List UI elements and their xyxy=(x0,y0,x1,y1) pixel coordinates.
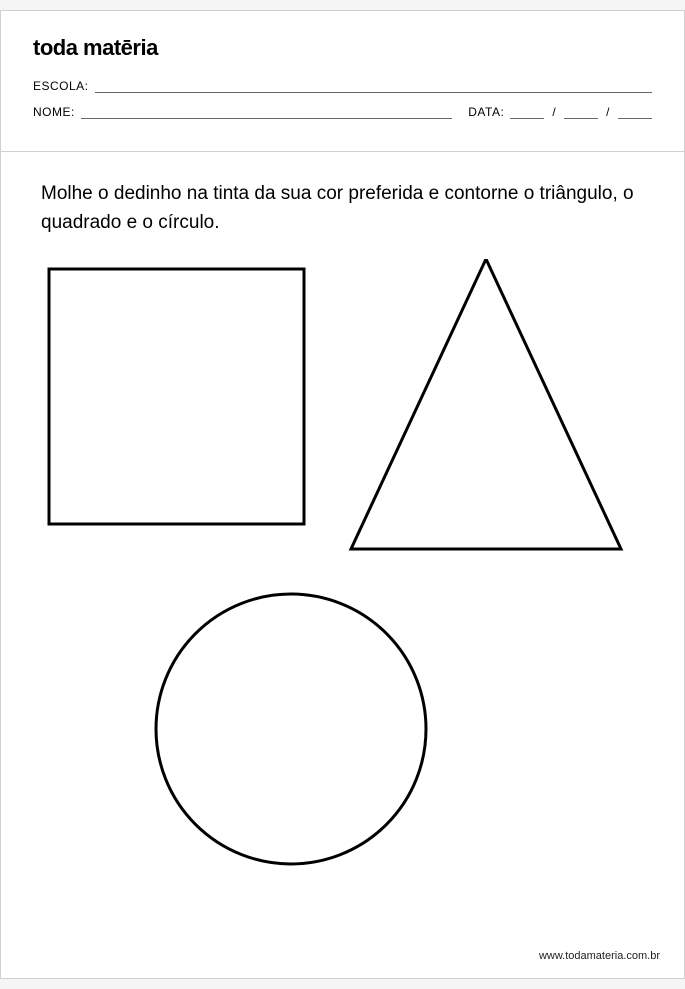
date-separator: / xyxy=(604,105,612,119)
data-label: DATA: xyxy=(468,105,504,119)
worksheet-page: toda matēria ESCOLA: NOME: DATA: / / Mol… xyxy=(0,10,685,979)
escola-label: ESCOLA: xyxy=(33,79,89,93)
date-month-line xyxy=(564,105,598,119)
header-form: ESCOLA: NOME: DATA: / / xyxy=(33,79,652,119)
worksheet-body: Molhe o dedinho na tinta da sua cor pref… xyxy=(1,152,684,978)
escola-line xyxy=(95,79,652,93)
escola-row: ESCOLA: xyxy=(33,79,652,93)
date-day-line xyxy=(510,105,544,119)
brand-logo: toda matēria xyxy=(33,35,652,61)
shapes-canvas xyxy=(41,259,644,899)
worksheet-header: toda matēria ESCOLA: NOME: DATA: / / xyxy=(1,11,684,152)
date-year-line xyxy=(618,105,652,119)
nome-date-row: NOME: DATA: / / xyxy=(33,105,652,119)
footer-url: www.todamateria.com.br xyxy=(539,950,660,962)
shapes-svg xyxy=(41,259,646,899)
circle-shape xyxy=(156,594,426,864)
triangle-shape xyxy=(351,259,621,549)
instruction-text: Molhe o dedinho na tinta da sua cor pref… xyxy=(41,180,644,237)
nome-line xyxy=(81,105,452,119)
date-separator: / xyxy=(550,105,558,119)
square-shape xyxy=(49,269,304,524)
nome-label: NOME: xyxy=(33,105,75,119)
